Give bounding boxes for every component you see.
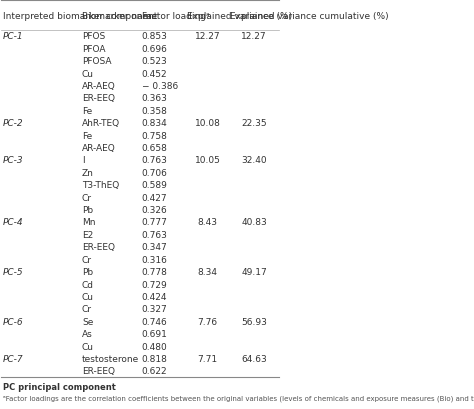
Text: Cr: Cr: [82, 193, 92, 202]
Text: testosterone: testosterone: [82, 354, 139, 363]
Text: PFOS: PFOS: [82, 32, 105, 41]
Text: 0.763: 0.763: [142, 156, 167, 165]
Text: 7.71: 7.71: [198, 354, 218, 363]
Text: 0.696: 0.696: [142, 45, 167, 54]
Text: 8.34: 8.34: [198, 267, 218, 276]
Text: PC principal component: PC principal component: [3, 382, 116, 391]
Text: 0.658: 0.658: [142, 144, 167, 153]
Text: Cu: Cu: [82, 70, 94, 79]
Text: E2: E2: [82, 230, 93, 239]
Text: PC-5: PC-5: [3, 267, 23, 276]
Text: PC-7: PC-7: [3, 354, 23, 363]
Text: 0.424: 0.424: [142, 292, 167, 301]
Text: Cu: Cu: [82, 292, 94, 301]
Text: I: I: [82, 156, 84, 165]
Text: Zn: Zn: [82, 169, 94, 178]
Text: 8.43: 8.43: [198, 218, 218, 227]
Text: 0.316: 0.316: [142, 255, 167, 264]
Text: 0.363: 0.363: [142, 94, 167, 103]
Text: 0.480: 0.480: [142, 342, 167, 351]
Text: AR-AEQ: AR-AEQ: [82, 82, 116, 91]
Text: As: As: [82, 329, 92, 338]
Text: 22.35: 22.35: [241, 119, 267, 128]
Text: 0.327: 0.327: [142, 305, 167, 314]
Text: Explained variance cumulative (%): Explained variance cumulative (%): [230, 11, 389, 20]
Text: PC-6: PC-6: [3, 317, 23, 326]
Text: 56.93: 56.93: [241, 317, 267, 326]
Text: 7.76: 7.76: [198, 317, 218, 326]
Text: 0.778: 0.778: [142, 267, 167, 276]
Text: − 0.386: − 0.386: [142, 82, 178, 91]
Text: Interpreted biomarker component: Interpreted biomarker component: [3, 11, 157, 20]
Text: Fe: Fe: [82, 107, 92, 116]
Text: 0.746: 0.746: [142, 317, 167, 326]
Text: 64.63: 64.63: [241, 354, 267, 363]
Text: ER-EEQ: ER-EEQ: [82, 243, 115, 252]
Text: Cr: Cr: [82, 305, 92, 314]
Text: Fe: Fe: [82, 131, 92, 140]
Text: AR-AEQ: AR-AEQ: [82, 144, 116, 153]
Text: 0.523: 0.523: [142, 57, 167, 66]
Text: 0.763: 0.763: [142, 230, 167, 239]
Text: ER-EEQ: ER-EEQ: [82, 94, 115, 103]
Text: Explained variance (%): Explained variance (%): [187, 11, 292, 20]
Text: ER-EEQ: ER-EEQ: [82, 366, 115, 375]
Text: PC-4: PC-4: [3, 218, 23, 227]
Text: 0.834: 0.834: [142, 119, 167, 128]
Text: 0.758: 0.758: [142, 131, 167, 140]
Text: Mn: Mn: [82, 218, 95, 227]
Text: 40.83: 40.83: [241, 218, 267, 227]
Text: Cu: Cu: [82, 342, 94, 351]
Text: T3-ThEQ: T3-ThEQ: [82, 181, 119, 190]
Text: 49.17: 49.17: [241, 267, 267, 276]
Text: Biomarker name: Biomarker name: [82, 11, 157, 20]
Text: 0.347: 0.347: [142, 243, 167, 252]
Text: PFOA: PFOA: [82, 45, 105, 54]
Text: 0.818: 0.818: [142, 354, 167, 363]
Text: Cr: Cr: [82, 255, 92, 264]
Text: 32.40: 32.40: [241, 156, 267, 165]
Text: Pb: Pb: [82, 267, 93, 276]
Text: Cd: Cd: [82, 280, 94, 289]
Text: PFOSA: PFOSA: [82, 57, 111, 66]
Text: 0.326: 0.326: [142, 206, 167, 215]
Text: 0.589: 0.589: [142, 181, 167, 190]
Text: 0.706: 0.706: [142, 169, 167, 178]
Text: PC-3: PC-3: [3, 156, 23, 165]
Text: PC-1: PC-1: [3, 32, 23, 41]
Text: 12.27: 12.27: [195, 32, 220, 41]
Text: 0.853: 0.853: [142, 32, 167, 41]
Text: Se: Se: [82, 317, 93, 326]
Text: 0.452: 0.452: [142, 70, 167, 79]
Text: Factor loadingᵃ: Factor loadingᵃ: [142, 11, 209, 20]
Text: 0.777: 0.777: [142, 218, 167, 227]
Text: PC-2: PC-2: [3, 119, 23, 128]
Text: 0.729: 0.729: [142, 280, 167, 289]
Text: 10.08: 10.08: [195, 119, 220, 128]
Text: 0.691: 0.691: [142, 329, 167, 338]
Text: 0.622: 0.622: [142, 366, 167, 375]
Text: 0.427: 0.427: [142, 193, 167, 202]
Text: 0.358: 0.358: [142, 107, 167, 116]
Text: ᵃFactor loadings are the correlation coefficients between the original variables: ᵃFactor loadings are the correlation coe…: [3, 394, 474, 401]
Text: Pb: Pb: [82, 206, 93, 215]
Text: 10.05: 10.05: [195, 156, 220, 165]
Text: AhR-TEQ: AhR-TEQ: [82, 119, 120, 128]
Text: 12.27: 12.27: [241, 32, 267, 41]
